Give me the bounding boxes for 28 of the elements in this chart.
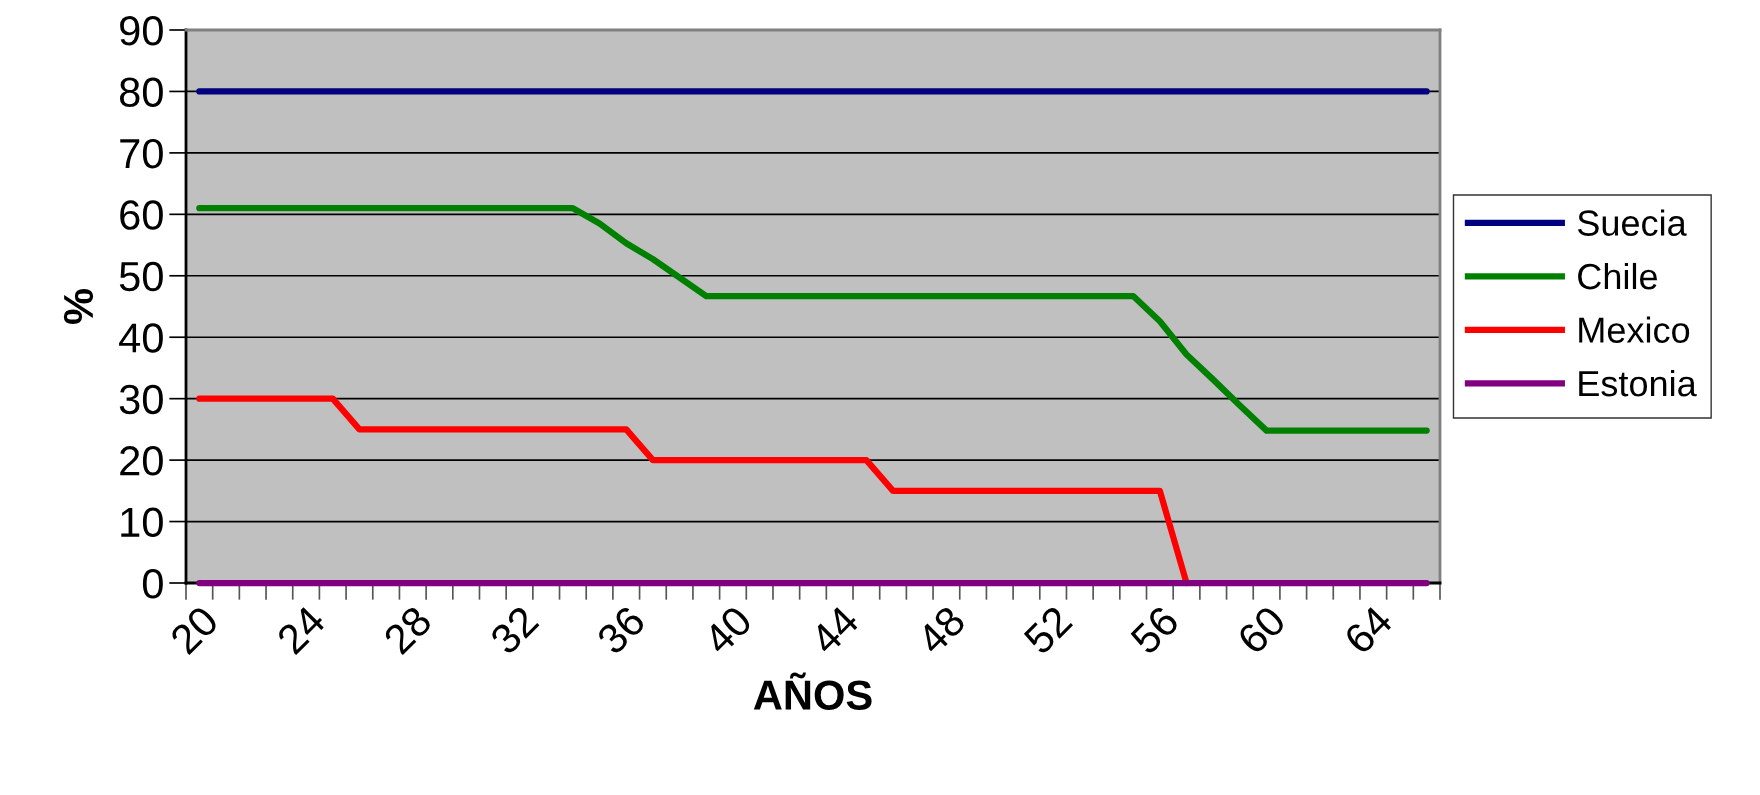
y-axis-title: % <box>63 289 94 324</box>
y-tick-label: 70 <box>120 138 163 169</box>
y-tick-label: 60 <box>120 200 163 230</box>
x-tick-label: 20 <box>168 604 220 656</box>
x-tick-label: 40 <box>701 604 754 657</box>
x-tick-label: 60 <box>1236 604 1288 656</box>
x-tick-label: 32 <box>488 604 540 656</box>
y-tick-label: 90 <box>120 16 163 46</box>
y-tick-label: 80 <box>119 77 163 107</box>
x-tick-label: 48 <box>915 604 967 657</box>
legend-label: Chile <box>1578 262 1657 290</box>
legend-label: Mexico <box>1579 316 1690 343</box>
x-tick-label: 28 <box>382 604 434 656</box>
x-tick-label: 64 <box>1342 604 1395 656</box>
y-tick-label: 20 <box>120 446 163 476</box>
x-tick-label: 56 <box>1129 604 1181 656</box>
legend-label: Suecia <box>1577 209 1687 236</box>
legend-label: Estonia <box>1579 369 1697 397</box>
x-axis-title: AÑOS <box>753 672 872 710</box>
y-tick-label: 50 <box>119 261 163 292</box>
y-tick-label: 40 <box>119 323 163 353</box>
x-tick-label: 44 <box>808 604 861 656</box>
x-tick-label: 24 <box>275 604 327 656</box>
y-tick-label: 0 <box>142 569 163 599</box>
y-tick-label: 10 <box>121 507 163 538</box>
y-tick-label: 30 <box>119 384 163 415</box>
x-tick-label: 36 <box>595 604 647 656</box>
x-tick-label: 52 <box>1022 604 1074 656</box>
